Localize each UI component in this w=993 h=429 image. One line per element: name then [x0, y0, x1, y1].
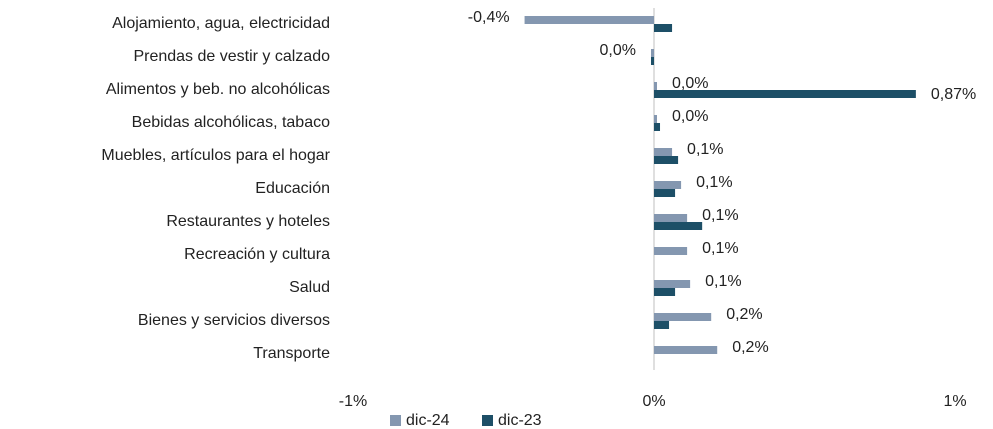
data-label: 0,1%: [702, 207, 738, 224]
bar: [654, 321, 670, 329]
bar: [654, 247, 688, 255]
data-label: 0,0%: [672, 108, 708, 125]
category-label: Transporte: [253, 345, 330, 362]
category-label: Educación: [255, 180, 330, 197]
bar: [654, 115, 658, 123]
bar: [524, 16, 654, 24]
category-label: Restaurantes y hoteles: [166, 213, 330, 230]
bar: [654, 214, 688, 222]
data-label: 0,87%: [931, 86, 976, 103]
bar: [654, 123, 661, 131]
category-label: Alimentos y beb. no alcohólicas: [106, 81, 330, 98]
category-label: Prendas de vestir y calzado: [133, 48, 330, 65]
bar: [654, 313, 712, 321]
x-tick-label: 1%: [943, 393, 966, 410]
data-label: 0,2%: [732, 339, 768, 356]
bar: [654, 24, 673, 32]
category-label: Alojamiento, agua, electricidad: [112, 15, 330, 32]
category-label: Recreación y cultura: [184, 246, 330, 263]
category-label: Muebles, artículos para el hogar: [101, 147, 330, 164]
category-label: Bebidas alcohólicas, tabaco: [132, 114, 330, 131]
bar: [654, 280, 691, 288]
bar: [654, 222, 703, 230]
bar: [654, 156, 679, 164]
bar: [654, 181, 682, 189]
bar: [650, 49, 654, 57]
category-label: Bienes y servicios diversos: [138, 312, 330, 329]
legend-swatch: [482, 415, 493, 426]
bar: [650, 57, 654, 65]
bar: [654, 346, 718, 354]
legend-swatch: [390, 415, 401, 426]
bar: [654, 189, 676, 197]
category-label: Salud: [289, 279, 330, 296]
x-tick-label: -1%: [339, 393, 367, 410]
bar: [654, 82, 658, 90]
data-label: 0,1%: [702, 240, 738, 257]
legend-label: dic-23: [498, 412, 542, 429]
data-label: 0,1%: [696, 174, 732, 191]
data-label: 0,0%: [672, 75, 708, 92]
x-tick-label: 0%: [642, 393, 665, 410]
bar: [654, 90, 916, 98]
bar: [654, 148, 673, 156]
legend-label: dic-24: [406, 412, 450, 429]
data-label: -0,4%: [468, 9, 510, 26]
data-label: 0,2%: [726, 306, 762, 323]
data-label: 0,1%: [705, 273, 741, 290]
bar: [654, 288, 676, 296]
data-label: 0,0%: [600, 42, 636, 59]
data-label: 0,1%: [687, 141, 723, 158]
